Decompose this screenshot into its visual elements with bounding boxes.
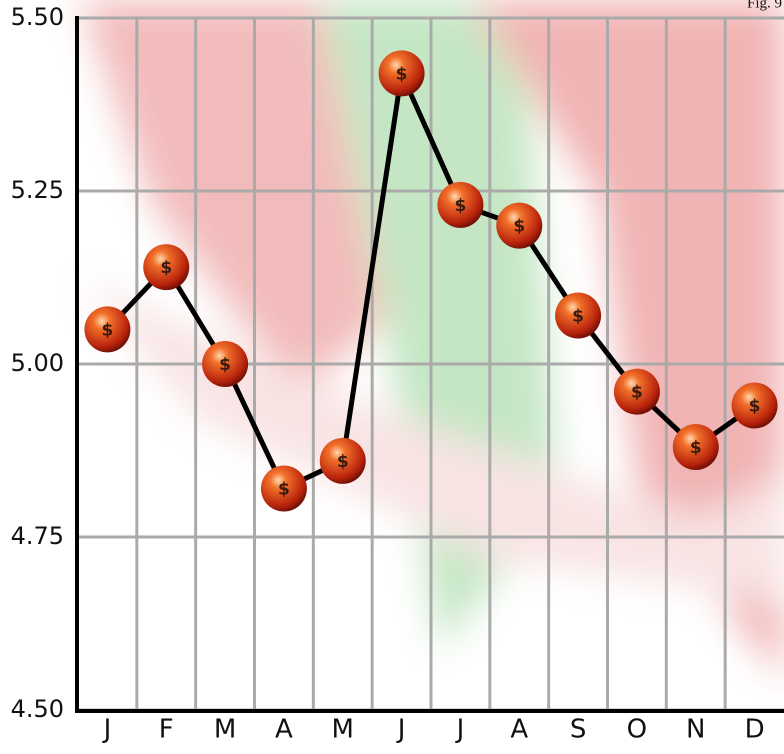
marker <box>437 181 484 228</box>
y-tick-label: 4.50 <box>11 695 64 723</box>
marker-symbol: $ <box>690 438 702 458</box>
marker-symbol: $ <box>631 383 643 403</box>
x-tick-label: J <box>455 715 465 745</box>
marker-symbol: $ <box>278 480 290 500</box>
y-tick-label: 5.00 <box>11 349 64 377</box>
marker <box>260 465 307 512</box>
marker <box>319 437 366 484</box>
marker <box>672 424 719 471</box>
y-tick-label: 5.50 <box>11 3 64 31</box>
marker <box>555 292 602 339</box>
x-tick-label: N <box>686 715 705 745</box>
marker-symbol: $ <box>219 355 231 375</box>
marker-symbol: $ <box>396 64 408 84</box>
marker-symbol: $ <box>749 397 761 417</box>
x-tick-label: D <box>745 715 765 745</box>
marker-symbol: $ <box>101 320 113 340</box>
marker <box>731 382 778 429</box>
x-tick-label: O <box>627 715 647 745</box>
x-tick-label: A <box>275 715 293 745</box>
marker-symbol: $ <box>160 258 172 278</box>
marker <box>496 202 543 249</box>
marker-symbol: $ <box>513 217 525 237</box>
marker <box>378 50 425 97</box>
marker <box>84 306 131 353</box>
x-tick-label: M <box>214 715 236 745</box>
marker-symbol: $ <box>572 307 584 327</box>
figure-label: Fig. 9 <box>747 0 782 11</box>
y-tick-label: 5.25 <box>11 176 64 204</box>
y-tick-label: 4.75 <box>11 522 64 550</box>
x-tick-label: S <box>570 715 587 745</box>
x-tick-label: A <box>510 715 528 745</box>
marker <box>613 368 660 415</box>
x-tick-label: M <box>332 715 354 745</box>
plot: $ $ $ $ $ $ $ $ $ $ $ $ <box>84 50 778 512</box>
x-tick-label: F <box>159 715 174 745</box>
marker-symbol: $ <box>454 196 466 216</box>
x-tick-label: J <box>396 715 406 745</box>
marker-symbol: $ <box>337 452 349 472</box>
marker <box>202 341 249 387</box>
x-tick-label: J <box>102 715 112 745</box>
marker <box>143 244 190 291</box>
